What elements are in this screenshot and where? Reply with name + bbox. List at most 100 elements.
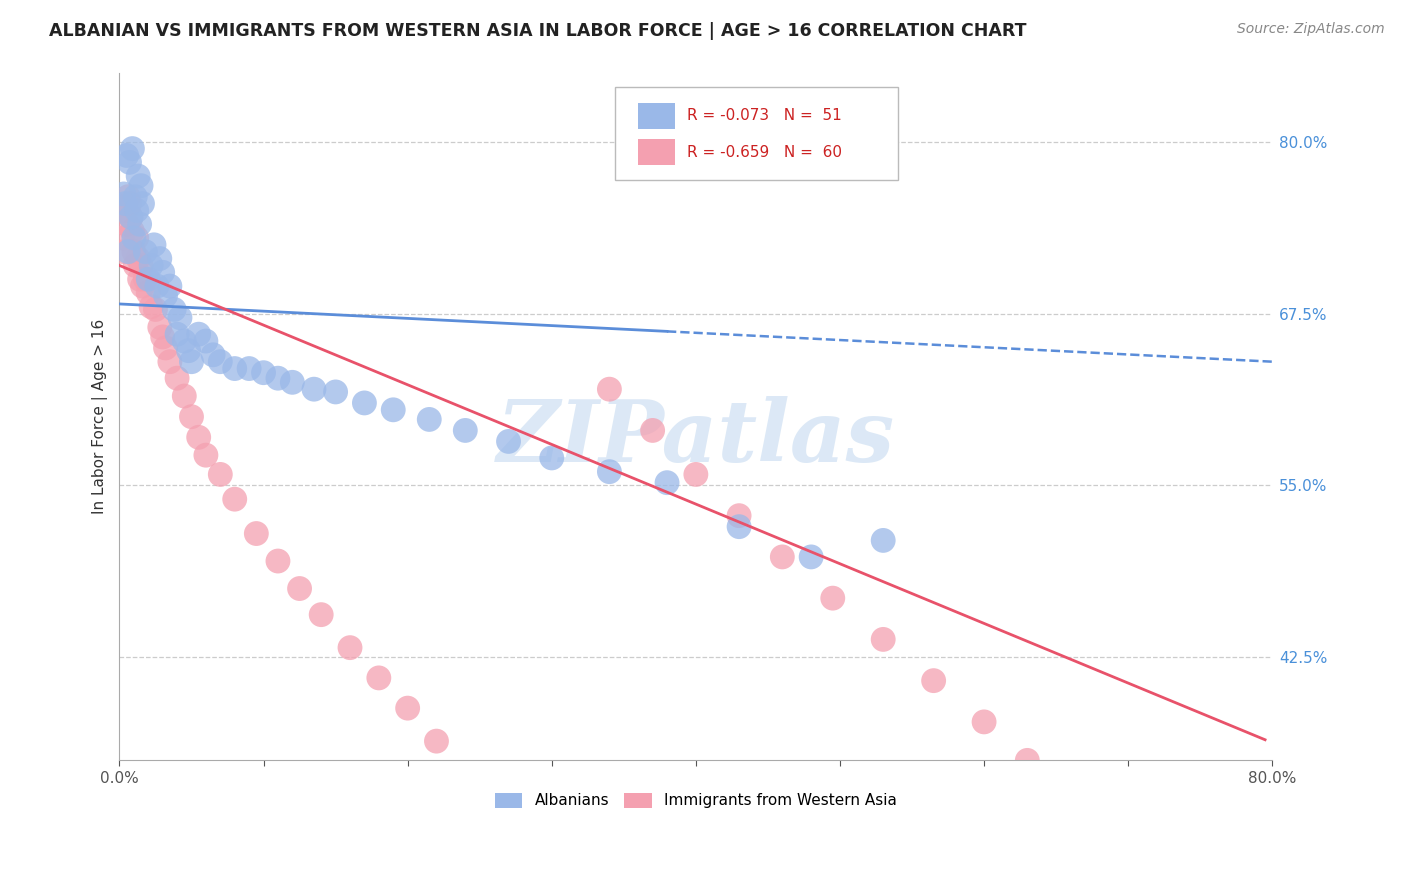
Point	[122, 244, 145, 259]
Point	[125, 203, 148, 218]
Point	[128, 272, 150, 286]
Point	[173, 334, 195, 348]
Point	[281, 376, 304, 390]
Point	[1139, 847, 1161, 861]
Point	[152, 330, 174, 344]
Point	[238, 361, 260, 376]
Point	[118, 196, 141, 211]
Point	[224, 361, 246, 376]
Point	[396, 701, 419, 715]
Point	[872, 533, 894, 548]
FancyBboxPatch shape	[616, 87, 897, 179]
Point	[498, 434, 520, 449]
Point	[1197, 888, 1219, 892]
Point	[155, 289, 177, 303]
Point	[1059, 788, 1081, 802]
Point	[180, 354, 202, 368]
Point	[129, 259, 152, 273]
Point	[112, 186, 135, 201]
Point	[325, 384, 347, 399]
Point	[685, 467, 707, 482]
Point	[131, 196, 153, 211]
Point	[120, 211, 142, 225]
Point	[122, 231, 145, 245]
Point	[159, 279, 181, 293]
Point	[136, 285, 159, 300]
Point	[425, 734, 447, 748]
Point	[129, 178, 152, 193]
Point	[353, 396, 375, 410]
Point	[121, 224, 143, 238]
Point	[302, 382, 325, 396]
Point	[149, 252, 172, 266]
Point	[120, 211, 142, 225]
Point	[339, 640, 361, 655]
Point	[114, 203, 136, 218]
Point	[134, 272, 156, 286]
Point	[134, 244, 156, 259]
Point	[146, 279, 169, 293]
Text: ALBANIAN VS IMMIGRANTS FROM WESTERN ASIA IN LABOR FORCE | AGE > 16 CORRELATION C: ALBANIAN VS IMMIGRANTS FROM WESTERN ASIA…	[49, 22, 1026, 40]
Point	[288, 582, 311, 596]
Point	[131, 279, 153, 293]
Point	[267, 554, 290, 568]
Bar	[638, 103, 675, 129]
Point	[267, 371, 290, 385]
Point	[111, 231, 134, 245]
Point	[139, 259, 162, 273]
Point	[117, 190, 139, 204]
Point	[252, 366, 274, 380]
Point	[770, 549, 793, 564]
Point	[468, 770, 491, 784]
Point	[800, 549, 823, 564]
Point	[1017, 753, 1039, 767]
Point	[112, 244, 135, 259]
Point	[145, 302, 167, 317]
Point	[224, 492, 246, 507]
Point	[121, 142, 143, 156]
Point	[118, 155, 141, 169]
Point	[139, 300, 162, 314]
Point	[1102, 819, 1125, 833]
Text: ZIPatlas: ZIPatlas	[496, 395, 896, 479]
Point	[124, 259, 146, 273]
Bar	[638, 139, 675, 165]
Point	[598, 382, 620, 396]
Point	[187, 430, 209, 444]
Point	[209, 467, 232, 482]
Point	[194, 334, 217, 348]
Point	[512, 808, 534, 822]
Point	[152, 265, 174, 279]
Point	[202, 348, 225, 362]
Point	[872, 632, 894, 647]
Point	[117, 244, 139, 259]
Point	[136, 272, 159, 286]
Text: R = -0.659   N =  60: R = -0.659 N = 60	[686, 145, 842, 160]
Point	[367, 671, 389, 685]
Point	[540, 450, 562, 465]
Point	[115, 217, 138, 231]
Point	[127, 169, 149, 183]
Point	[187, 327, 209, 342]
Point	[973, 714, 995, 729]
Point	[173, 389, 195, 403]
Point	[166, 371, 188, 385]
Point	[163, 302, 186, 317]
Point	[245, 526, 267, 541]
Point	[598, 465, 620, 479]
Point	[655, 475, 678, 490]
Point	[180, 409, 202, 424]
Point	[169, 310, 191, 325]
Point	[309, 607, 332, 622]
Point	[115, 148, 138, 162]
Point	[149, 320, 172, 334]
Point	[177, 343, 200, 358]
Point	[1167, 870, 1189, 884]
Text: Source: ZipAtlas.com: Source: ZipAtlas.com	[1237, 22, 1385, 37]
Point	[127, 252, 149, 266]
Legend: Albanians, Immigrants from Western Asia: Albanians, Immigrants from Western Asia	[489, 787, 903, 814]
Point	[194, 448, 217, 462]
Text: R = -0.073   N =  51: R = -0.073 N = 51	[686, 109, 841, 123]
Point	[382, 402, 405, 417]
Point	[821, 591, 844, 606]
